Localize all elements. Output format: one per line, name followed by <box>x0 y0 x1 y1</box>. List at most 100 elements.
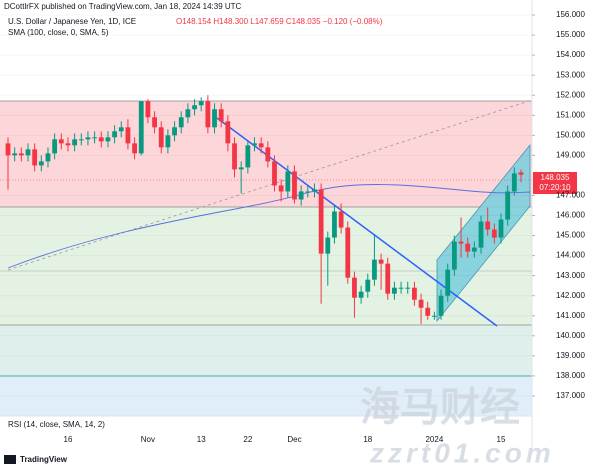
candle-body <box>518 172 524 175</box>
candle-body <box>325 237 331 254</box>
candle-body <box>232 143 237 170</box>
candle-body <box>458 241 464 244</box>
publisher: DCottlrFX published on TradingView.com, … <box>4 2 242 11</box>
x-tick-label: 16 <box>64 435 73 444</box>
candle-body <box>72 139 78 146</box>
candle-body <box>431 315 437 317</box>
y-tick-label: 155.000 <box>556 30 585 39</box>
candle-body <box>5 143 11 156</box>
y-tick-label: 143.000 <box>556 271 585 280</box>
y-tick-label: 144.000 <box>556 251 585 260</box>
candle-body <box>212 109 217 128</box>
candle-body <box>85 137 91 140</box>
candle-body <box>398 287 404 289</box>
candle-body <box>338 211 344 228</box>
candle-body <box>138 101 144 154</box>
candle-body <box>65 143 71 146</box>
candle-body <box>165 135 171 148</box>
candle-body <box>272 161 277 186</box>
candle-body <box>185 109 191 118</box>
y-tick-label: 142.000 <box>556 291 585 300</box>
candle-body <box>12 153 18 156</box>
candle-body <box>25 149 31 156</box>
candle-body <box>125 127 131 144</box>
candle-body <box>18 153 24 156</box>
y-tick-label: 156.000 <box>556 10 585 19</box>
drawings <box>0 99 533 416</box>
candle-body <box>32 149 38 166</box>
candle-body <box>358 291 364 298</box>
symbol: U.S. Dollar / Japanese Yen, 1D, ICE <box>8 17 136 26</box>
candle-body <box>132 143 137 154</box>
x-tick-label: 15 <box>497 435 506 444</box>
candle-body <box>158 127 164 148</box>
candle-body <box>278 185 284 192</box>
candle-body <box>498 219 504 238</box>
candle-body <box>491 229 497 238</box>
candle-body <box>392 287 397 294</box>
candle-body <box>245 145 251 168</box>
blue-zone <box>0 376 532 416</box>
sma-label: SMA (100, close, 0, SMA, 5) <box>8 28 109 37</box>
candle-body <box>265 147 271 162</box>
y-tick-label: 141.000 <box>556 311 585 320</box>
candle-body <box>258 143 264 148</box>
candle-body <box>45 153 51 162</box>
candle-body <box>332 211 337 238</box>
dashed-trend <box>7 99 533 271</box>
x-tick-label: Nov <box>141 435 155 444</box>
candle-body <box>418 299 424 308</box>
candle-body <box>98 137 104 142</box>
candle-body <box>238 167 244 170</box>
candle-body <box>52 139 58 154</box>
candle-body <box>205 101 211 128</box>
candle-body <box>58 139 64 144</box>
y-tick-label: 153.000 <box>556 70 585 79</box>
candle-body <box>78 139 84 141</box>
y-tick-label: 145.000 <box>556 231 585 240</box>
candle-body <box>172 127 177 136</box>
candle-body <box>118 127 124 132</box>
candle-body <box>345 227 351 278</box>
candle-body <box>225 121 231 144</box>
plot <box>0 14 532 397</box>
price-label: 148.035 <box>541 173 570 182</box>
trend-line <box>216 117 498 327</box>
candle-body <box>312 189 317 192</box>
candle-body <box>451 241 457 270</box>
candle-body <box>178 117 184 128</box>
candle-body <box>505 191 511 220</box>
candle-body <box>105 137 111 142</box>
y-tick-label: 150.000 <box>556 130 585 139</box>
logo: TradingView <box>20 455 68 464</box>
countdown: 07:20:10 <box>539 183 571 192</box>
candle-body <box>412 287 417 300</box>
candle-body <box>112 131 117 138</box>
y-tick-label: 138.000 <box>556 371 585 380</box>
candle-body <box>365 279 371 292</box>
candle-body <box>192 105 197 110</box>
candle-body <box>152 117 157 128</box>
candle-body <box>252 143 257 146</box>
x-tick-label: 22 <box>243 435 252 444</box>
sma-line <box>7 184 531 269</box>
x-tick-label: 2024 <box>425 435 443 444</box>
price-label-box <box>533 172 577 194</box>
x-tick-label: 13 <box>197 435 206 444</box>
candle-body <box>372 259 377 280</box>
candle-body <box>465 243 471 252</box>
candle-body <box>405 287 411 289</box>
y-tick-label: 146.000 <box>556 211 585 220</box>
candle-body <box>305 191 311 193</box>
watermark-url: zzrt01.com <box>369 437 555 468</box>
candle-body <box>318 189 324 254</box>
candle-body <box>92 137 98 139</box>
y-tick-label: 140.000 <box>556 331 585 340</box>
candle-body <box>425 307 431 316</box>
x-tick-label: Dec <box>287 435 301 444</box>
candle-body <box>198 101 204 106</box>
candle-body <box>145 101 151 118</box>
candle-body <box>378 259 384 264</box>
channel <box>436 143 531 323</box>
